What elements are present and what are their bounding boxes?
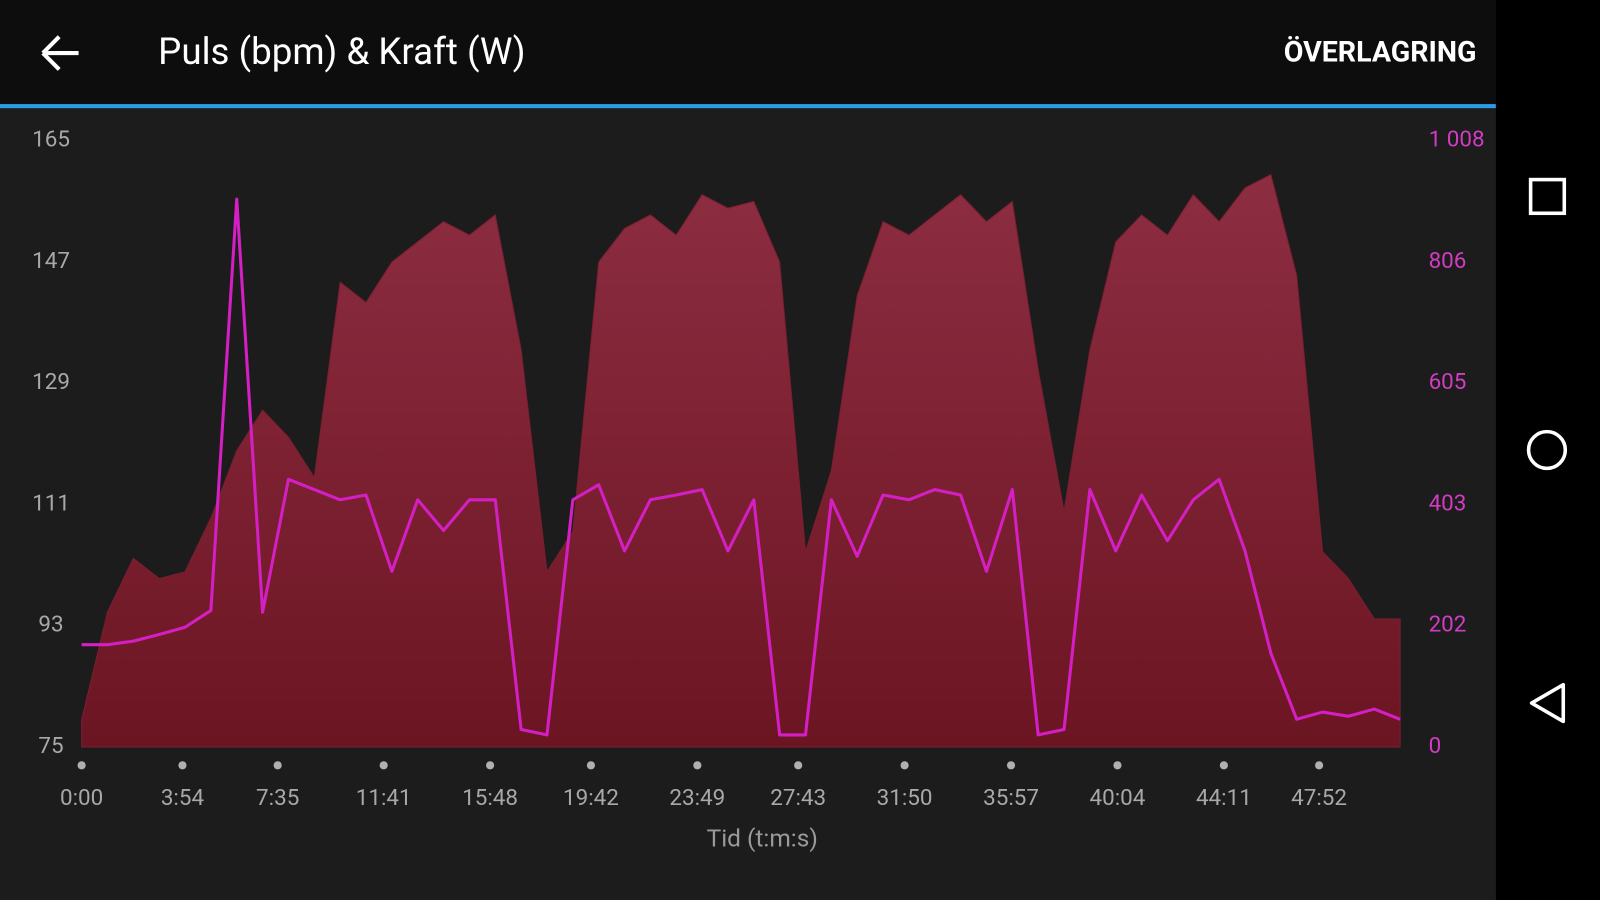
x-tick-label: 35:57 xyxy=(983,785,1039,811)
x-tick-label: 31:50 xyxy=(877,785,933,811)
x-tick-label: 23:49 xyxy=(669,785,725,811)
y2-tick-label: 605 xyxy=(1429,369,1467,395)
screen-title: Puls (bpm) & Kraft (W) xyxy=(158,30,525,73)
y2-tick-label: 403 xyxy=(1429,491,1467,517)
y2-tick-label: 1 008 xyxy=(1429,127,1485,153)
x-tick-dot xyxy=(77,761,86,770)
x-tick-label: 11:41 xyxy=(356,785,412,811)
x-tick-label: 27:43 xyxy=(770,785,826,811)
plot: 75 93 111 129 147 165 0 202 403 605 806 1 008 0:00 3:… xyxy=(32,127,1484,811)
recents-button[interactable] xyxy=(1528,177,1567,216)
y-tick-label: 75 xyxy=(38,733,63,759)
y-tick-label: 165 xyxy=(32,127,70,153)
y2-tick-label: 0 xyxy=(1429,733,1442,759)
x-tick-label: 7:35 xyxy=(256,785,299,811)
y2-tick-label: 806 xyxy=(1429,248,1467,274)
x-tick-dot xyxy=(178,761,187,770)
y2-tick-label: 202 xyxy=(1429,611,1467,637)
x-tick-dot xyxy=(273,761,282,770)
x-tick-dot xyxy=(1219,761,1228,770)
x-tick-dot xyxy=(1315,761,1324,770)
top-bar-accent xyxy=(0,104,1496,109)
x-tick-dot xyxy=(586,761,596,770)
heart-rate-area xyxy=(81,173,1401,748)
back-button[interactable] xyxy=(41,35,79,71)
top-bar xyxy=(0,0,1496,105)
y-tick-label: 93 xyxy=(38,612,63,638)
home-button[interactable] xyxy=(1526,429,1568,471)
back-nav-button[interactable] xyxy=(1529,682,1566,724)
x-tick-label: 0:00 xyxy=(60,785,103,811)
x-tick-label: 40:04 xyxy=(1090,785,1146,811)
y-tick-label: 129 xyxy=(32,369,70,395)
x-tick-label: 15:48 xyxy=(462,785,518,811)
x-tick-label: 44:11 xyxy=(1196,785,1252,811)
x-tick-dot xyxy=(693,761,702,770)
x-tick-dot xyxy=(1006,761,1016,770)
x-axis-title: Tid (t:m:s) xyxy=(707,823,818,852)
nav-bar xyxy=(1495,0,1600,900)
y-tick-label: 147 xyxy=(32,248,70,274)
x-tick-dot xyxy=(1113,761,1122,770)
x-tick-label: 47:52 xyxy=(1291,785,1347,811)
x-tick-dot xyxy=(486,761,495,770)
x-tick-dot xyxy=(379,761,388,770)
x-tick-dot xyxy=(794,761,803,770)
y-tick-label: 111 xyxy=(32,490,70,516)
power-line xyxy=(81,197,1401,737)
overlay-button[interactable]: ÖVERLAGRING xyxy=(1284,35,1477,69)
x-tick-label: 19:42 xyxy=(563,785,619,811)
x-tick-dot xyxy=(900,761,909,770)
x-tick-label: 3:54 xyxy=(161,785,205,811)
